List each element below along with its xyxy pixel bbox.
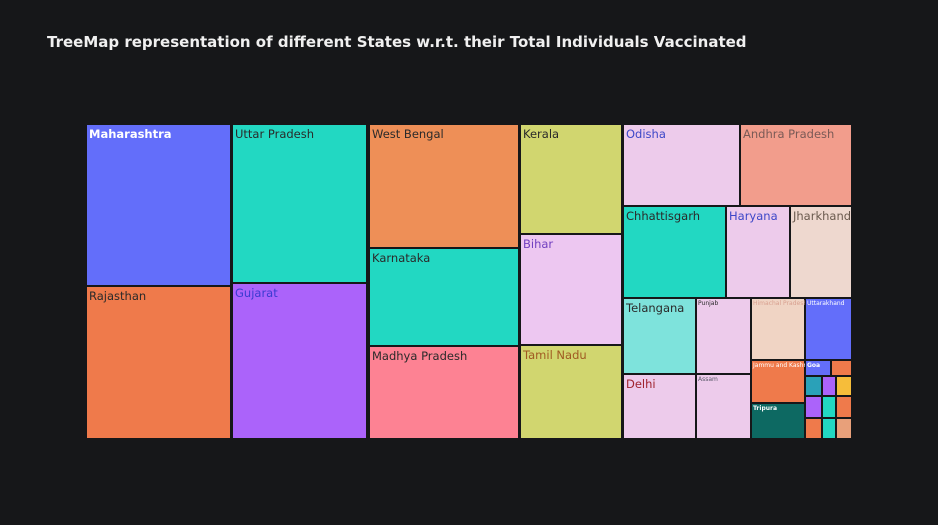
treemap-tile-unlabeled-27[interactable]: [836, 376, 852, 396]
treemap-tile-bihar[interactable]: Bihar: [520, 234, 622, 345]
treemap-tile-label: Assam: [698, 376, 718, 383]
treemap-tile-punjab[interactable]: Punjab: [696, 298, 751, 374]
treemap-tile-madhya-pradesh[interactable]: Madhya Pradesh: [369, 346, 519, 439]
treemap-tile-label: Jammu and Kashmir: [753, 362, 805, 369]
treemap-tile-label: Kerala: [523, 127, 560, 141]
treemap-tile-jharkhand[interactable]: Jharkhand: [790, 206, 852, 298]
treemap-tile-unlabeled-26[interactable]: [822, 376, 836, 396]
treemap-tile-delhi[interactable]: Delhi: [623, 374, 696, 439]
treemap-tile-unlabeled-29[interactable]: [822, 396, 836, 418]
treemap-tile-chhattisgarh[interactable]: Chhattisgarh: [623, 206, 726, 298]
treemap-tile-assam[interactable]: Assam: [696, 374, 751, 439]
treemap-tile-label: Bihar: [523, 237, 554, 251]
treemap-tile-unlabeled-33[interactable]: [836, 418, 852, 439]
treemap-tile-tripura[interactable]: Tripura: [751, 403, 805, 439]
treemap-tile-label: Maharashtra: [89, 127, 172, 141]
treemap-tile-jammu-and-kashmir[interactable]: Jammu and Kashmir: [751, 360, 805, 403]
treemap-tile-telangana[interactable]: Telangana: [623, 298, 696, 374]
treemap-tile-label: Rajasthan: [89, 289, 147, 303]
treemap-tile-label: Punjab: [698, 300, 719, 307]
treemap-tile-haryana[interactable]: Haryana: [726, 206, 790, 298]
treemap-tile-unlabeled-24[interactable]: [831, 360, 852, 376]
treemap-tile-label: Odisha: [626, 127, 666, 141]
treemap-tile-unlabeled-32[interactable]: [822, 418, 836, 439]
treemap-tile-uttarakhand[interactable]: Uttarakhand: [805, 298, 852, 360]
treemap-tile-andhra-pradesh[interactable]: Andhra Pradesh: [740, 124, 852, 206]
treemap-tile-label: Karnataka: [372, 251, 431, 265]
treemap-tile-gujarat[interactable]: Gujarat: [232, 283, 367, 439]
treemap-tile-label: Tripura: [753, 405, 778, 412]
treemap-tile-unlabeled-28[interactable]: [805, 396, 822, 418]
treemap-tile-kerala[interactable]: Kerala: [520, 124, 622, 234]
treemap-tile-unlabeled-31[interactable]: [805, 418, 822, 439]
treemap-tile-karnataka[interactable]: Karnataka: [369, 248, 519, 346]
treemap-tile-unlabeled-25[interactable]: [805, 376, 822, 396]
treemap-tile-label: Uttar Pradesh: [235, 127, 315, 141]
treemap-tile-goa[interactable]: Goa: [805, 360, 831, 376]
treemap-tile-himachal-pradesh[interactable]: Himachal Pradesh: [751, 298, 805, 360]
treemap-tile-label: Gujarat: [235, 286, 278, 300]
treemap-tile-rajasthan[interactable]: Rajasthan: [86, 286, 231, 439]
treemap-tile-maharashtra[interactable]: Maharashtra: [86, 124, 231, 286]
treemap-tile-label: Uttarakhand: [807, 300, 845, 307]
treemap-tile-label: Tamil Nadu: [523, 348, 587, 362]
treemap-tile-west-bengal[interactable]: West Bengal: [369, 124, 519, 248]
treemap-tile-unlabeled-30[interactable]: [836, 396, 852, 418]
treemap-tile-label: Telangana: [626, 301, 685, 315]
treemap-tile-label: Andhra Pradesh: [743, 127, 835, 141]
treemap-tile-label: Jharkhand: [793, 209, 852, 223]
treemap-tile-label: West Bengal: [372, 127, 444, 141]
treemap-tile-tamil-nadu[interactable]: Tamil Nadu: [520, 345, 622, 439]
treemap-tile-label: Goa: [807, 362, 821, 369]
treemap-tile-odisha[interactable]: Odisha: [623, 124, 740, 206]
chart-title: TreeMap representation of different Stat…: [47, 33, 747, 51]
treemap-tile-label: Himachal Pradesh: [753, 300, 805, 307]
treemap-plot-area: Maharashtra Rajasthan Uttar Pradesh Gujarat…: [86, 124, 852, 439]
treemap-tile-uttar-pradesh[interactable]: Uttar Pradesh: [232, 124, 367, 283]
treemap-tile-label: Chhattisgarh: [626, 209, 701, 223]
treemap-tile-label: Madhya Pradesh: [372, 349, 468, 363]
treemap-tile-label: Haryana: [729, 209, 778, 223]
treemap-tile-label: Delhi: [626, 377, 656, 391]
